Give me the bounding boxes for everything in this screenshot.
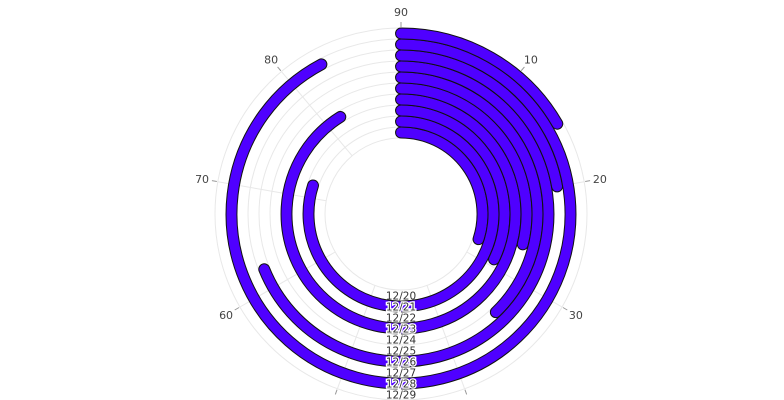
- bar-12-21: [303, 116, 499, 312]
- category-label-12-28: 12/28: [386, 379, 416, 391]
- bar-12-24: [396, 83, 532, 250]
- tick-label-2: 20: [593, 173, 607, 186]
- bar-12-29: [396, 28, 563, 129]
- tick-label-7: 70: [195, 173, 209, 186]
- category-label-12-20: 12/20: [386, 291, 416, 303]
- tick-mark: [562, 307, 568, 311]
- category-label-12-26: 12/26: [386, 357, 417, 369]
- tick-label-1: 10: [524, 53, 538, 66]
- tick-label-6: 60: [219, 309, 233, 322]
- category-labels: 12/2012/2112/2212/2312/2412/2512/2612/27…: [385, 291, 418, 400]
- category-label-12-27: 12/27: [386, 368, 416, 380]
- tick-mark: [464, 389, 468, 395]
- bar-12-22: [396, 105, 510, 265]
- tick-label-5: 50: [325, 398, 339, 400]
- tick-label-4: 40: [463, 398, 477, 400]
- category-label-12-22: 12/22: [386, 313, 416, 325]
- angle-axis: 90 10 20 30 40 50 60 70 80: [195, 6, 607, 400]
- tick-mark: [334, 389, 338, 395]
- bar-series: [225, 27, 577, 390]
- bar-12-23: [281, 94, 521, 334]
- bar-12-25: [396, 72, 543, 318]
- grid-ring: [324, 137, 478, 291]
- tick-mark: [234, 307, 240, 311]
- tick-label-8: 80: [264, 53, 278, 66]
- tick-mark: [585, 180, 591, 183]
- tick-mark: [277, 66, 282, 72]
- tick-mark: [211, 180, 217, 183]
- category-label-12-29: 12/29: [386, 390, 416, 400]
- bar-12-28: [226, 39, 576, 389]
- tick-mark: [520, 66, 525, 72]
- category-label-12-23: 12/23: [386, 324, 416, 336]
- tick-label-3: 30: [569, 309, 583, 322]
- category-label-12-21: 12/21: [386, 302, 416, 314]
- tick-label-0: 90: [394, 6, 408, 19]
- category-label-12-25: 12/25: [386, 346, 416, 358]
- category-label-12-24: 12/24: [386, 335, 417, 347]
- bar-12-27: [396, 50, 563, 192]
- bar-12-26: [259, 61, 554, 367]
- bar-12-20: [396, 127, 488, 245]
